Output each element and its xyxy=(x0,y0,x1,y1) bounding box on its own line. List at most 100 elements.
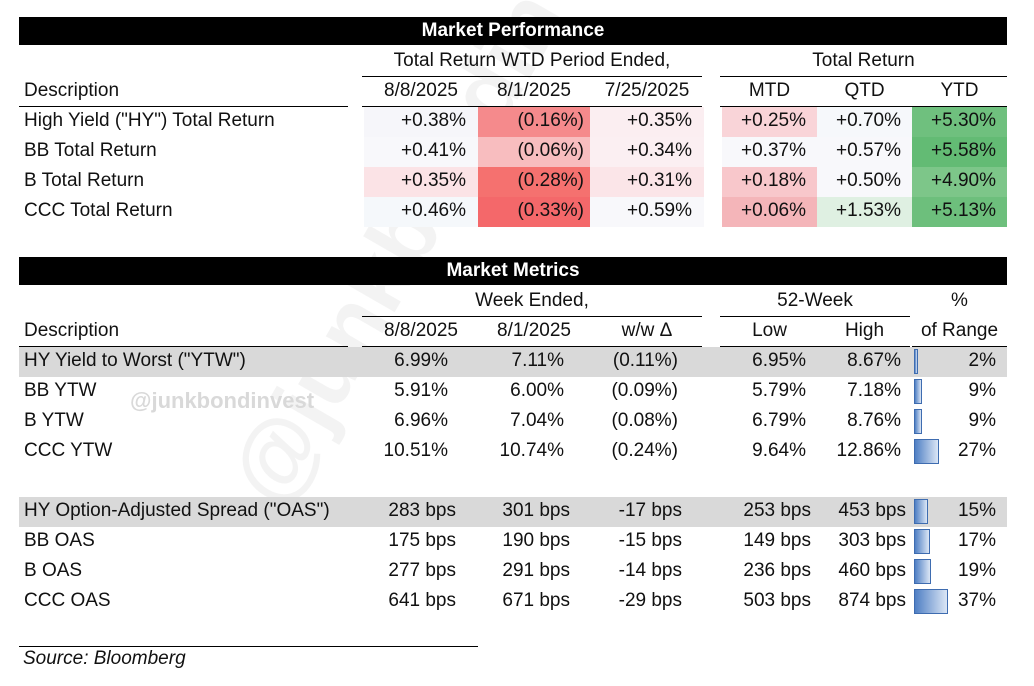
metrics-pct-range: 27% xyxy=(957,440,996,461)
metrics-description-header: Description xyxy=(24,320,120,341)
divider xyxy=(19,106,348,107)
metrics-col-header: w/w Δ xyxy=(621,320,673,341)
performance-value: +0.35% xyxy=(627,110,692,131)
metrics-pct-range: 15% xyxy=(957,500,996,521)
performance-description-header: Description xyxy=(24,80,120,101)
metrics-value: (0.08%) xyxy=(611,410,678,431)
metrics-value: 291 bps xyxy=(502,560,570,581)
metrics-row-label: HY Option-Adjusted Spread ("OAS") xyxy=(24,500,330,521)
footer-divider xyxy=(19,646,478,647)
metrics-value: 10.51% xyxy=(383,440,448,461)
metrics-value: (0.09%) xyxy=(611,380,678,401)
metrics-value: -14 bps xyxy=(618,560,682,581)
divider xyxy=(720,316,910,317)
metrics-row-label: CCC YTW xyxy=(24,440,113,461)
performance-value: +0.35% xyxy=(401,170,466,191)
performance-value: +4.90% xyxy=(931,170,996,191)
metrics-pct-range: 17% xyxy=(957,530,996,551)
metrics-group-52-week: 52-Week xyxy=(777,290,853,311)
metrics-value: 7.11% xyxy=(511,350,564,371)
metrics-pct-range: 9% xyxy=(968,410,996,431)
metrics-value: 6.99% xyxy=(394,350,448,371)
metrics-pct-header-bottom: of Range xyxy=(920,320,999,341)
performance-value: +0.34% xyxy=(627,140,692,161)
metrics-value: 190 bps xyxy=(502,530,570,551)
divider xyxy=(720,346,910,347)
range-bar xyxy=(914,409,922,434)
metrics-value: 460 bps xyxy=(838,560,906,581)
metrics-value: 303 bps xyxy=(838,530,906,551)
metrics-value: 7.04% xyxy=(510,410,564,431)
performance-row-label: B Total Return xyxy=(24,170,145,191)
performance-col-header: 8/1/2025 xyxy=(497,80,571,101)
metrics-value: 503 bps xyxy=(743,590,811,611)
metrics-value: 175 bps xyxy=(388,530,456,551)
metrics-value: 6.79% xyxy=(752,410,806,431)
metrics-pct-header-top: % xyxy=(951,290,968,311)
performance-value: (0.06%) xyxy=(517,140,584,161)
performance-value: (0.28%) xyxy=(517,170,584,191)
heat-cell xyxy=(478,167,590,197)
metrics-value: 5.91% xyxy=(394,380,448,401)
performance-group-total-return: Total Return xyxy=(812,50,915,71)
metrics-value: 6.96% xyxy=(394,410,448,431)
metrics-value: (0.24%) xyxy=(611,440,678,461)
metrics-value: 7.18% xyxy=(847,380,901,401)
metrics-value: 671 bps xyxy=(502,590,570,611)
range-bar xyxy=(914,559,931,584)
divider xyxy=(19,346,348,347)
metrics-row-label: BB OAS xyxy=(24,530,95,551)
heat-cell xyxy=(590,137,704,167)
metrics-value: 12.86% xyxy=(836,440,901,461)
performance-col-header: 7/25/2025 xyxy=(604,80,690,101)
metrics-value: 277 bps xyxy=(388,560,456,581)
heat-cell xyxy=(364,167,478,197)
metrics-value: 5.79% xyxy=(752,380,806,401)
watermark-text: @junkbondinvest xyxy=(130,388,315,413)
performance-col-header: 8/8/2025 xyxy=(384,80,458,101)
metrics-value: -15 bps xyxy=(618,530,682,551)
performance-row-label: BB Total Return xyxy=(24,140,157,161)
heat-cell xyxy=(722,197,817,227)
metrics-row-label: BB YTW xyxy=(24,380,97,401)
metrics-col-header: High xyxy=(844,320,885,341)
performance-value: (0.16%) xyxy=(517,110,584,131)
heat-cell xyxy=(478,137,590,167)
performance-value: +0.06% xyxy=(741,200,806,221)
metrics-title: Market Metrics xyxy=(19,257,1007,285)
heat-cell xyxy=(817,197,912,227)
metrics-value: 10.74% xyxy=(499,440,564,461)
heat-cell xyxy=(817,137,912,167)
heat-cell xyxy=(590,167,704,197)
divider xyxy=(720,106,1007,107)
metrics-pct-range: 19% xyxy=(957,560,996,581)
metrics-col-header: Low xyxy=(752,320,787,341)
performance-col-header: YTD xyxy=(940,80,979,101)
divider xyxy=(362,76,702,77)
performance-value: +0.37% xyxy=(741,140,806,161)
divider xyxy=(720,76,1007,77)
performance-col-header: MTD xyxy=(748,80,791,101)
heat-cell xyxy=(590,197,704,227)
range-bar xyxy=(914,439,939,464)
metrics-value: 236 bps xyxy=(743,560,811,581)
metrics-value: 149 bps xyxy=(743,530,811,551)
metrics-value: 9.64% xyxy=(752,440,806,461)
metrics-group-week: Week Ended, xyxy=(475,290,589,311)
performance-title: Market Performance xyxy=(19,17,1007,45)
heat-cell xyxy=(590,107,704,137)
heat-cell xyxy=(364,197,478,227)
metrics-col-header: 8/1/2025 xyxy=(497,320,571,341)
metrics-value: 6.95% xyxy=(752,350,806,371)
performance-value: +5.30% xyxy=(931,110,996,131)
summary-row-background xyxy=(19,497,1007,527)
heat-cell xyxy=(478,107,590,137)
performance-row-label: CCC Total Return xyxy=(24,200,173,221)
metrics-pct-range: 2% xyxy=(968,350,996,371)
heat-cell xyxy=(722,137,817,167)
heat-cell xyxy=(912,167,1007,197)
performance-value: +0.59% xyxy=(627,200,692,221)
heat-cell xyxy=(478,197,590,227)
heat-cell xyxy=(912,137,1007,167)
heat-cell xyxy=(817,167,912,197)
